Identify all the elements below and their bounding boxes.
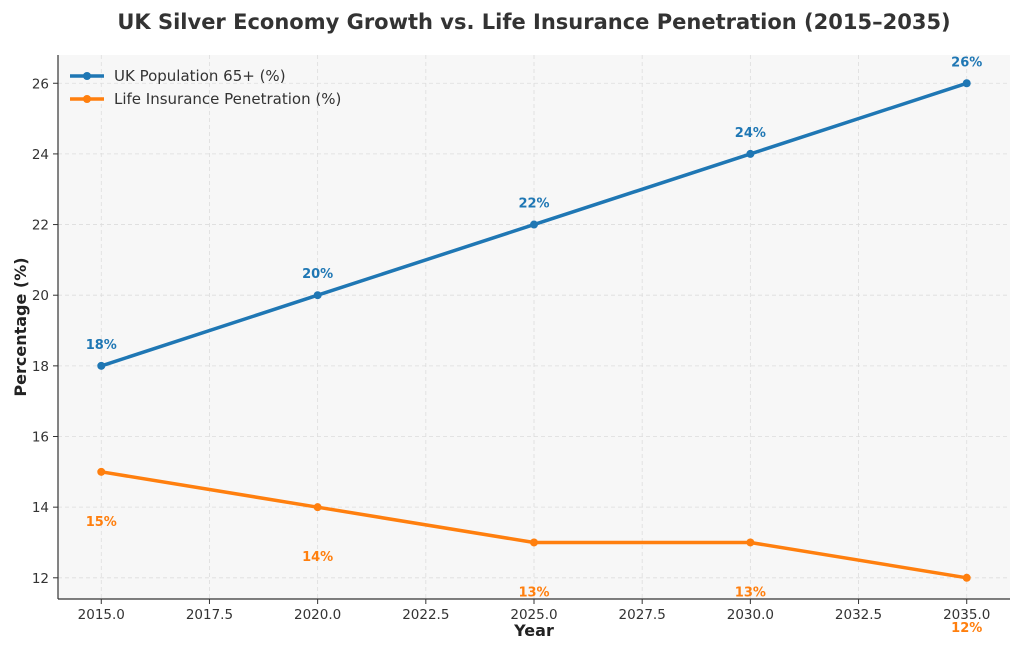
y-tick-label: 16 <box>32 430 49 446</box>
legend-swatch-marker <box>83 95 91 103</box>
x-tick-label: 2030.0 <box>727 607 774 623</box>
y-tick-label: 12 <box>32 571 49 587</box>
y-tick-label: 14 <box>32 500 49 516</box>
data-point <box>746 538 755 547</box>
legend: UK Population 65+ (%) Life Insurance Pene… <box>70 67 341 108</box>
data-labels: 18% 20% 22% 24% 26% 15% 14% 13% 13% 12% <box>86 55 983 636</box>
data-point <box>97 361 106 370</box>
data-label: 22% <box>518 197 549 212</box>
x-tick-label: 2015.0 <box>78 607 125 623</box>
y-tick-label: 20 <box>32 288 49 304</box>
x-axis-label: Year <box>513 621 554 640</box>
chart-title: UK Silver Economy Growth vs. Life Insura… <box>117 10 950 34</box>
y-tick-label: 22 <box>32 218 49 234</box>
tick-labels: 2015.0 2017.5 2020.0 2022.5 2025.0 2027.5 2030… <box>32 76 991 623</box>
data-point <box>97 467 106 476</box>
y-tick-label: 18 <box>32 359 49 375</box>
data-label: 15% <box>86 515 117 530</box>
data-label: 13% <box>735 585 766 600</box>
y-axis-label: Percentage (%) <box>11 257 30 396</box>
data-label: 18% <box>86 338 117 353</box>
data-point <box>313 503 322 512</box>
y-tick-label: 26 <box>32 76 49 92</box>
data-point <box>530 538 538 547</box>
x-tick-label: 2027.5 <box>619 607 666 623</box>
data-label: 13% <box>518 585 549 600</box>
legend-label: Life Insurance Penetration (%) <box>114 90 341 108</box>
data-point <box>530 220 538 229</box>
data-label: 24% <box>735 126 766 141</box>
legend-swatch-marker <box>83 72 91 80</box>
x-tick-label: 2017.5 <box>186 607 233 623</box>
data-label: 20% <box>302 267 333 282</box>
y-tick-label: 24 <box>32 147 49 163</box>
legend-label: UK Population 65+ (%) <box>114 67 286 85</box>
data-point <box>962 79 971 88</box>
data-point <box>962 573 971 582</box>
series <box>97 79 971 582</box>
x-tick-label: 2022.5 <box>402 607 449 623</box>
x-tick-label: 2032.5 <box>835 607 882 623</box>
data-point <box>746 149 755 158</box>
x-tick-label: 2025.0 <box>510 607 557 623</box>
x-tick-label: 2035.0 <box>943 607 990 623</box>
x-tick-label: 2020.0 <box>294 607 341 623</box>
data-label: 12% <box>951 621 982 636</box>
data-label: 26% <box>951 55 982 70</box>
data-point <box>313 291 322 300</box>
data-label: 14% <box>302 550 333 565</box>
